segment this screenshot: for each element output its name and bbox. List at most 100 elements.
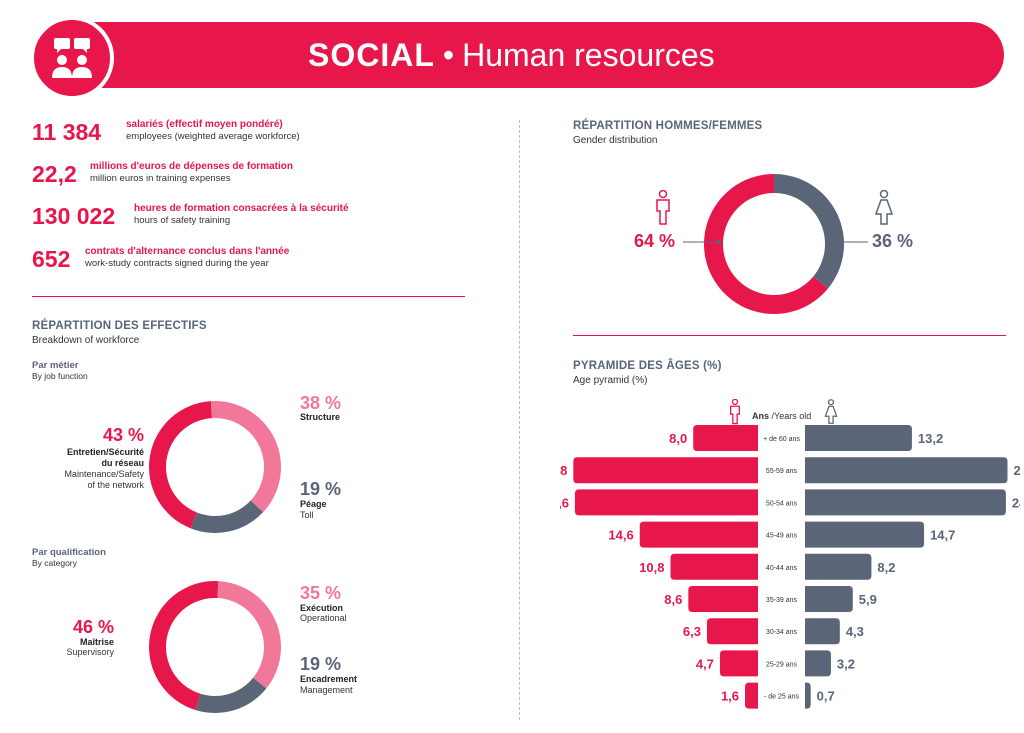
job-donut-slice bbox=[210, 401, 281, 513]
kpi-value: 22,2 bbox=[32, 161, 77, 187]
cat-management-pct: 19 % bbox=[300, 654, 342, 674]
column-divider bbox=[519, 120, 520, 720]
by-job-title: Par métier bbox=[32, 360, 79, 371]
age-category-label: + de 60 ans bbox=[763, 436, 800, 443]
category-donut-slice bbox=[148, 581, 219, 711]
men-value-label: 14,6 bbox=[608, 528, 633, 543]
axis-bold: Ans bbox=[752, 411, 770, 421]
kpi-fr-label: contrats d'alternance conclus dans l'ann… bbox=[85, 246, 290, 257]
bar-women bbox=[805, 586, 853, 612]
pyramid-subtitle: Age pyramid (%) bbox=[573, 375, 648, 386]
women-value-label: 5,9 bbox=[859, 592, 877, 607]
bar-women bbox=[805, 553, 872, 580]
divider bbox=[32, 296, 465, 297]
bar-women bbox=[805, 618, 840, 645]
donut-gender bbox=[704, 174, 844, 314]
by-category-subtitle: By category bbox=[32, 558, 77, 568]
job-toll-fr: Péage bbox=[300, 499, 327, 509]
men-value-label: 22,6 bbox=[560, 495, 569, 510]
gender-title: RÉPARTITION HOMMES/FEMMES bbox=[573, 120, 763, 132]
bar-women bbox=[805, 682, 811, 709]
job-donut-slice bbox=[190, 500, 264, 533]
age-category-label: - de 25 ans bbox=[764, 694, 800, 701]
women-value-label: 3,2 bbox=[837, 656, 855, 671]
divider bbox=[573, 335, 1006, 336]
cat-management-en: Management bbox=[300, 685, 353, 695]
bar-women bbox=[805, 521, 925, 548]
cat-management-fr: Encadrement bbox=[300, 674, 358, 684]
category-donut-slice bbox=[195, 677, 267, 713]
job-structure-pct: 38 % bbox=[300, 393, 342, 413]
job-maintenance-fr-line2: du réseau bbox=[101, 458, 144, 468]
pyramid-title: PYRAMIDE DES ÂGES (%) bbox=[573, 360, 722, 372]
cat-supervisory-fr: Maîtrise bbox=[79, 637, 114, 647]
men-value-label: 6,3 bbox=[683, 624, 701, 639]
men-value-label: 8,0 bbox=[669, 431, 687, 446]
pyramid-axis-label: Ans /Years old bbox=[752, 411, 811, 421]
age-pyramid-chart: + de 60 ans 8,0 13,2 55-59 ans 22,8 25,0 50-54… bbox=[560, 425, 1021, 709]
age-category-label: 25-29 ans bbox=[766, 661, 798, 668]
job-toll-pct: 19 % bbox=[300, 479, 342, 499]
men-value-label: 1,6 bbox=[721, 689, 739, 704]
men-value-label: 8,6 bbox=[664, 592, 682, 607]
by-job-subtitle: By job function bbox=[32, 371, 88, 381]
gender-donut-slice bbox=[774, 174, 844, 289]
age-category-label: 30-34 ans bbox=[766, 629, 798, 636]
kpi-fr-label: millions d'euros de dépenses de formatio… bbox=[90, 161, 293, 172]
age-category-label: 40-44 ans bbox=[766, 565, 798, 572]
bar-women bbox=[805, 425, 912, 451]
cat-operational-en: Operational bbox=[300, 613, 347, 623]
by-category-title: Par qualification bbox=[32, 547, 106, 558]
men-value-label: 10,8 bbox=[639, 560, 664, 575]
women-value-label: 25,0 bbox=[1014, 463, 1021, 478]
cat-operational-fr: Exécution bbox=[300, 603, 344, 613]
bar-men bbox=[670, 553, 758, 580]
kpi-value: 652 bbox=[32, 246, 71, 272]
category-donut-slice bbox=[217, 581, 281, 689]
workforce-subtitle: Breakdown of workforce bbox=[32, 335, 140, 346]
men-leader-line bbox=[683, 240, 721, 244]
cat-supervisory-pct: 46 % bbox=[72, 617, 114, 637]
header-banner: SOCIAL • Human resources bbox=[58, 22, 1004, 88]
women-value-label: 4,3 bbox=[846, 624, 864, 639]
kpi-value: 11 384 bbox=[32, 119, 102, 145]
gender-subtitle: Gender distribution bbox=[573, 135, 658, 146]
bar-men bbox=[745, 682, 758, 709]
woman-icon bbox=[874, 190, 894, 225]
men-value-label: 22,8 bbox=[560, 463, 567, 478]
age-category-label: 45-49 ans bbox=[766, 533, 798, 540]
men-value-label: 4,7 bbox=[696, 656, 714, 671]
men-pct: 64 % bbox=[634, 231, 676, 251]
title-strong: SOCIAL bbox=[308, 37, 435, 73]
bar-women bbox=[805, 650, 831, 677]
man-icon bbox=[656, 190, 670, 225]
job-structure-fr: Structure bbox=[300, 412, 341, 422]
workforce-title: RÉPARTITION DES EFFECTIFS bbox=[32, 320, 207, 332]
bar-men bbox=[573, 457, 758, 484]
women-leader-line bbox=[828, 240, 868, 244]
age-category-label: 50-54 ans bbox=[766, 500, 798, 507]
women-pct: 36 % bbox=[872, 231, 914, 251]
women-value-label: 13,2 bbox=[918, 431, 943, 446]
women-value-label: 8,2 bbox=[877, 560, 895, 575]
chat-people-icon-graphic bbox=[52, 38, 92, 78]
kpi-fr-label: salariés (effectif moyen pondéré) bbox=[126, 119, 283, 130]
bar-men bbox=[706, 618, 758, 645]
gender-donut-slice bbox=[704, 174, 828, 314]
donut-by-job bbox=[149, 401, 281, 533]
job-maintenance-en-line1: Maintenance/Safety bbox=[64, 469, 144, 479]
pyramid-man-icon bbox=[730, 399, 740, 425]
job-donut-slice bbox=[149, 401, 212, 529]
kpi-fr-label: heures de formation consacrées à la sécu… bbox=[134, 203, 349, 214]
title-separator: • bbox=[442, 37, 455, 73]
bar-women bbox=[805, 489, 1006, 516]
pyramid-woman-icon bbox=[824, 399, 838, 424]
bar-men bbox=[688, 586, 758, 612]
kpi-en-label: employees (weighted average workforce) bbox=[126, 131, 300, 142]
cat-operational-pct: 35 % bbox=[300, 583, 342, 603]
title-rest: Human resources bbox=[462, 37, 715, 73]
axis-rest: /Years old bbox=[771, 411, 812, 421]
donut-by-category bbox=[148, 581, 281, 713]
bar-men bbox=[639, 521, 758, 548]
age-category-label: 55-59 ans bbox=[766, 468, 798, 475]
